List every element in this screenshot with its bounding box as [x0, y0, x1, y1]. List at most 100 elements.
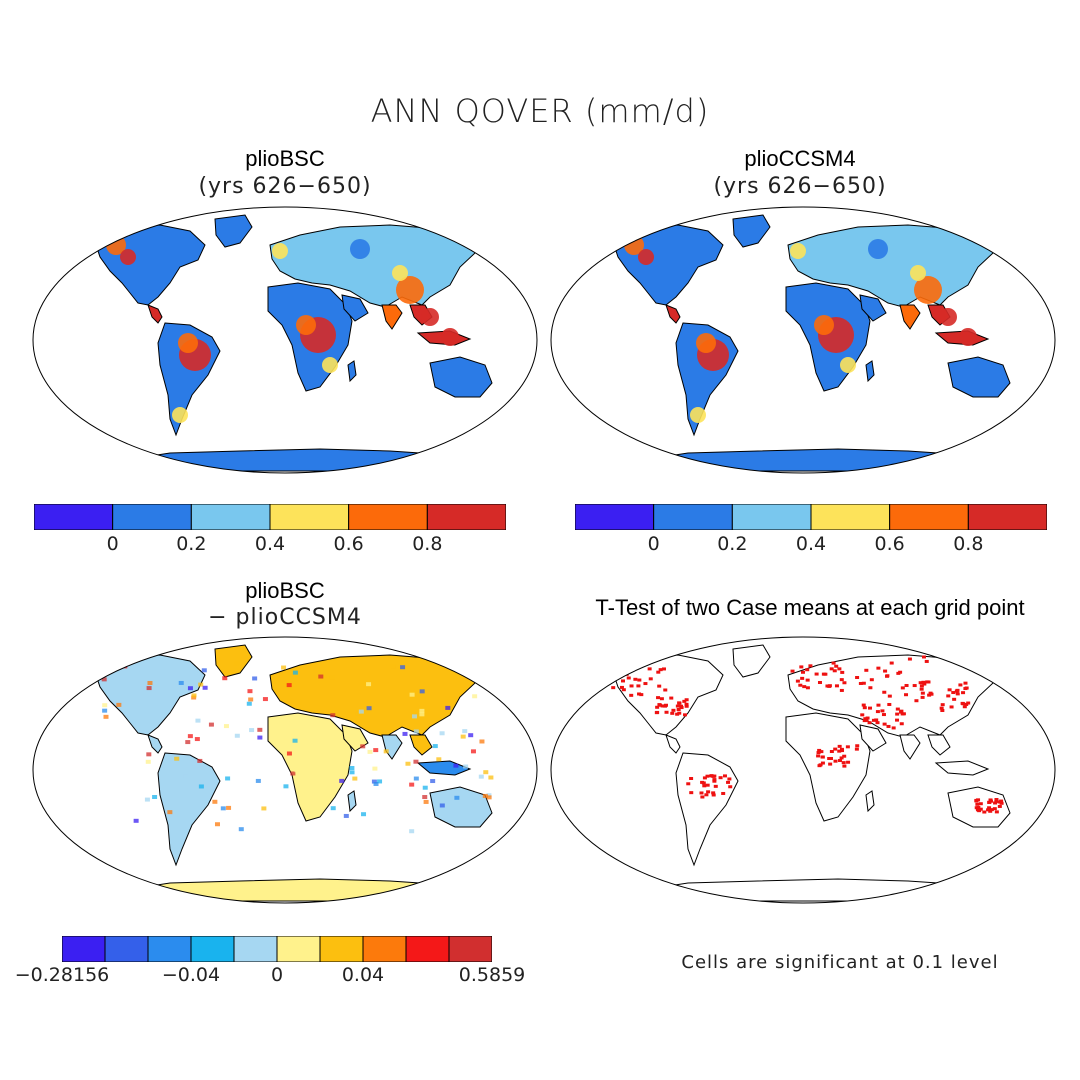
diff-cell: [226, 805, 232, 810]
significant-cell: [808, 664, 813, 668]
runoff-region-7: [421, 308, 439, 326]
land-africa: [785, 712, 871, 822]
diff-cell: [462, 729, 468, 734]
diff-cell: [419, 712, 425, 717]
significant-cell: [816, 751, 821, 755]
significant-cell: [895, 712, 900, 716]
colorbar-tick-label: 0.6: [333, 533, 364, 555]
significant-cell: [868, 706, 873, 710]
diff-cell: [102, 703, 108, 708]
significant-cell: [841, 761, 846, 765]
significant-cell: [994, 798, 999, 802]
significant-cell: [833, 759, 838, 763]
significant-cell: [833, 747, 838, 751]
diff-cell: [191, 695, 197, 700]
diff-cell: [281, 665, 287, 670]
significant-cell: [842, 764, 847, 768]
significant-cell: [663, 703, 668, 707]
runoff-region-1: [178, 333, 198, 353]
runoff-region-6: [396, 276, 424, 304]
diff-cell: [372, 766, 378, 771]
diff-cell: [373, 748, 379, 753]
map-content: [33, 207, 537, 473]
significant-cell: [827, 684, 832, 688]
diff-cell: [183, 774, 189, 779]
diff-cell: [402, 731, 408, 736]
diff-cell: [103, 714, 109, 719]
significant-cell: [837, 667, 842, 671]
significant-cell: [840, 670, 845, 674]
significant-cell: [994, 799, 999, 803]
colorbar-tick-label: 0.6: [874, 533, 905, 555]
diff-cell: [366, 706, 372, 711]
significant-cell: [963, 681, 968, 685]
diff-cell: [220, 806, 226, 811]
significant-cell: [656, 696, 661, 700]
colorbar-swatch-4: [889, 504, 969, 530]
diff-cell: [486, 793, 492, 798]
significant-cell: [907, 657, 912, 661]
significant-cell: [684, 698, 689, 702]
diff-cell: [409, 829, 415, 834]
colorbar-plioccsm4: [575, 504, 1047, 530]
diff-cell: [286, 683, 292, 688]
diff-cell: [373, 781, 379, 786]
significant-cell: [802, 685, 807, 689]
significant-cell: [997, 804, 1002, 808]
significant-cell: [865, 716, 870, 720]
significant-cell: [819, 750, 824, 754]
land-greenland: [732, 214, 771, 248]
colorbar-swatch-2: [731, 504, 812, 530]
diff-cell: [439, 803, 445, 808]
colorbar-tick-label: 0: [270, 964, 284, 986]
runoff-region-3: [814, 315, 834, 335]
significant-cell: [863, 717, 868, 721]
significant-cell: [940, 708, 945, 712]
land-india: [381, 304, 403, 330]
significant-cell: [658, 668, 663, 672]
significant-cell: [876, 703, 881, 707]
significant-cell: [839, 688, 844, 692]
significant-cell: [612, 666, 617, 670]
colorbar-pliobsc: [34, 504, 506, 530]
colorbar-swatch-2: [190, 504, 271, 530]
diff-cell: [185, 740, 191, 745]
colorbar-swatch-5: [426, 504, 506, 530]
diff-cell: [330, 806, 336, 811]
significant-cell: [875, 721, 880, 725]
diff-cell: [198, 682, 204, 687]
diff-cell: [409, 782, 415, 787]
significant-cell: [868, 686, 873, 690]
runoff-region-6: [914, 276, 942, 304]
colorbar-swatch-5: [276, 936, 321, 962]
significant-cell: [817, 681, 822, 685]
diff-cell: [187, 686, 193, 691]
map-pliobsc: [32, 206, 538, 474]
diff-cell: [283, 784, 289, 789]
significant-cell: [922, 682, 927, 686]
significant-cell: [660, 704, 665, 708]
significant-cell: [987, 800, 992, 804]
diff-cell: [482, 793, 488, 798]
colorbar-swatch-9: [448, 936, 492, 962]
significant-cell: [639, 693, 644, 697]
significant-cell: [823, 672, 828, 676]
significant-cell: [989, 808, 994, 812]
significant-cell: [927, 693, 932, 697]
diff-cell: [197, 758, 203, 763]
diff-cell: [470, 749, 476, 754]
diff-cell: [261, 806, 267, 811]
significant-cell: [895, 718, 900, 722]
diff-cell: [238, 827, 244, 832]
diff-cell: [198, 784, 204, 789]
significant-cell: [855, 744, 860, 748]
significant-cell: [633, 677, 638, 681]
colorbar-tick-label: 0.4: [795, 533, 827, 555]
significant-cell: [643, 682, 648, 686]
significant-cell: [875, 710, 880, 714]
diff-cell: [208, 722, 214, 727]
significant-cell: [727, 777, 732, 781]
land-india: [381, 734, 403, 760]
significant-cell: [629, 684, 634, 688]
diff-cell: [286, 751, 292, 756]
